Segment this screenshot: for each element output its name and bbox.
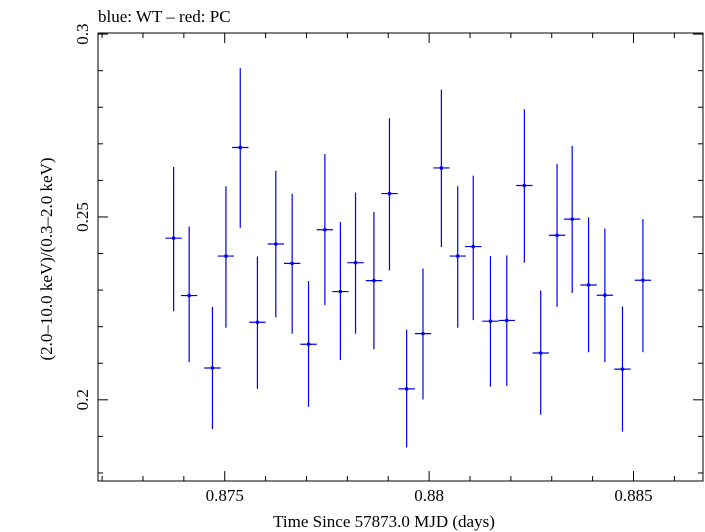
- data-point: [548, 163, 566, 307]
- x-tick-label: 0.875: [206, 486, 244, 505]
- point-marker: [187, 293, 191, 298]
- data-point: [381, 118, 398, 271]
- point-marker: [439, 166, 444, 170]
- data-point: [204, 306, 221, 430]
- plot-border: [97, 32, 704, 482]
- point-marker: [224, 254, 228, 258]
- data-point: [232, 68, 249, 228]
- point-marker: [372, 278, 376, 283]
- data-point: [332, 222, 349, 360]
- data-point: [596, 228, 614, 363]
- point-marker: [338, 289, 343, 294]
- point-marker: [570, 217, 574, 221]
- data-point: [580, 217, 597, 353]
- point-marker: [555, 233, 559, 238]
- point-marker: [353, 260, 358, 265]
- data-point: [564, 146, 581, 294]
- x-axis-label: Time Since 57873.0 MJD (days): [273, 512, 495, 531]
- data-point: [449, 186, 466, 328]
- data-point: [347, 192, 364, 334]
- data-point: [532, 290, 549, 415]
- point-marker: [641, 278, 645, 283]
- point-marker: [238, 145, 243, 150]
- point-marker: [455, 254, 460, 258]
- y-axis-label: (2.0–10.0 keV)/(0.3–2.0 keV): [37, 157, 56, 360]
- data-point: [165, 166, 182, 312]
- point-marker: [538, 351, 543, 355]
- point-marker: [421, 331, 425, 336]
- point-marker: [290, 261, 294, 266]
- point-marker: [620, 367, 625, 371]
- data-point: [433, 89, 450, 247]
- y-tick-label: 0.3: [73, 23, 92, 44]
- data-point: [634, 219, 652, 353]
- point-marker: [404, 387, 409, 391]
- data-point: [482, 256, 499, 387]
- data-point: [498, 255, 515, 386]
- x-tick-label: 0.88: [414, 486, 444, 505]
- data-point: [249, 256, 266, 389]
- point-marker: [387, 191, 392, 196]
- point-marker: [323, 227, 327, 232]
- point-marker: [171, 236, 176, 240]
- data-point: [465, 175, 482, 321]
- y-tick-label: 0.25: [73, 202, 92, 232]
- data-point: [414, 268, 432, 400]
- data-point: [300, 280, 317, 407]
- data-point: [316, 154, 334, 306]
- chart-title: blue: WT – red: PC: [98, 7, 231, 26]
- data-point: [398, 329, 415, 448]
- point-marker: [274, 242, 278, 246]
- point-marker: [471, 244, 476, 249]
- plot-frame: [97, 32, 704, 482]
- x-tick-label: 0.885: [614, 486, 652, 505]
- x-axis: 0.875 0.88 0.885: [101, 33, 675, 505]
- point-marker: [586, 283, 591, 287]
- data-point: [267, 170, 284, 318]
- data-point: [217, 186, 235, 328]
- point-marker: [603, 293, 607, 298]
- y-axis: 0.2 0.25 0.3: [73, 23, 703, 474]
- data-series: [165, 68, 652, 448]
- point-marker: [488, 319, 493, 323]
- point-marker: [504, 318, 509, 323]
- point-marker: [522, 183, 527, 188]
- data-point: [180, 226, 198, 363]
- data-point: [283, 193, 301, 334]
- point-marker: [255, 320, 260, 325]
- data-point: [516, 109, 533, 263]
- point-marker: [306, 342, 311, 347]
- data-point: [614, 306, 631, 432]
- data-point: [365, 211, 383, 350]
- y-tick-label: 0.2: [73, 389, 92, 410]
- point-marker: [210, 366, 215, 370]
